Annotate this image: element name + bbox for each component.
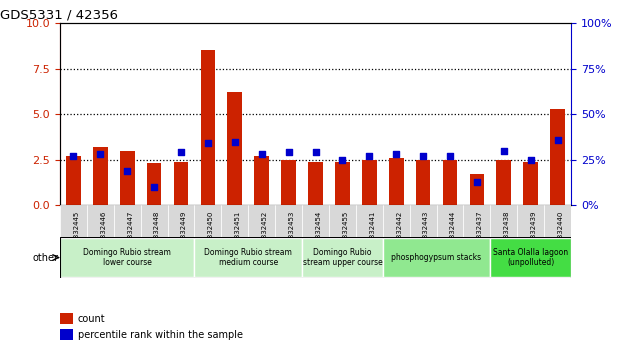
Bar [523,161,538,205]
Bar [93,147,108,205]
Bar [194,205,221,273]
Bar [194,238,302,278]
Bar [302,205,329,273]
Bar [254,156,269,205]
Point [203,141,213,146]
Bar [168,205,194,273]
Point [364,153,374,159]
Point [418,153,428,159]
Bar [383,205,410,273]
Bar [221,205,248,273]
Point [472,179,482,184]
Bar [550,109,565,205]
Bar [66,156,81,205]
Text: GSM832438: GSM832438 [504,211,510,253]
Text: GSM832439: GSM832439 [531,211,537,253]
Text: GSM832454: GSM832454 [316,211,322,253]
Text: Domingo Rubio
stream upper course: Domingo Rubio stream upper course [302,248,382,267]
Text: GSM832448: GSM832448 [154,211,160,253]
Bar [329,205,356,273]
Text: other: other [33,252,59,263]
Point [176,150,186,155]
Bar [201,50,215,205]
Text: GSM832444: GSM832444 [450,211,456,253]
Bar [410,205,437,273]
Text: phosphogypsum stacks: phosphogypsum stacks [391,253,481,262]
Bar [362,160,377,205]
Bar [463,205,490,273]
Text: GSM832437: GSM832437 [477,211,483,253]
Bar [141,205,168,273]
Bar [114,205,141,273]
Text: GDS5331 / 42356: GDS5331 / 42356 [0,9,118,22]
Bar [469,174,485,205]
Point [68,153,78,159]
Bar [174,161,189,205]
Text: GSM832443: GSM832443 [423,211,429,253]
Bar [389,158,404,205]
Bar [275,205,302,273]
Bar [356,205,383,273]
Bar [490,238,571,278]
Bar [60,329,73,340]
Text: GSM832451: GSM832451 [235,211,241,253]
Text: GSM832449: GSM832449 [181,211,187,253]
Bar [60,205,87,273]
Bar [302,238,383,278]
Bar [281,160,296,205]
Bar [442,160,457,205]
Bar [60,238,194,278]
Bar [490,205,517,273]
Bar [248,205,275,273]
Bar [60,313,73,324]
Text: GSM832447: GSM832447 [127,211,133,253]
Text: GSM832445: GSM832445 [73,211,80,253]
Text: GSM832446: GSM832446 [100,211,106,253]
Point [338,157,348,162]
Bar [383,238,490,278]
Point [526,157,536,162]
Point [498,148,509,154]
Point [95,152,105,157]
Bar [437,205,463,273]
Text: GSM832440: GSM832440 [558,211,563,253]
Text: percentile rank within the sample: percentile rank within the sample [78,330,243,339]
Point [445,153,455,159]
Text: Santa Olalla lagoon
(unpolluted): Santa Olalla lagoon (unpolluted) [493,248,569,267]
Point [310,150,321,155]
Text: GSM832450: GSM832450 [208,211,214,253]
Point [230,139,240,144]
Point [257,152,267,157]
Text: GSM832442: GSM832442 [396,211,402,253]
Text: GSM832453: GSM832453 [288,211,295,253]
Text: count: count [78,314,105,324]
Text: GSM832452: GSM832452 [262,211,268,253]
Point [391,152,401,157]
Text: GSM832441: GSM832441 [369,211,375,253]
Bar [308,161,323,205]
Bar [497,160,511,205]
Point [283,150,293,155]
Bar [227,92,242,205]
Bar [544,205,571,273]
Point [149,184,159,190]
Bar [87,205,114,273]
Point [122,168,133,173]
Text: Domingo Rubio stream
medium course: Domingo Rubio stream medium course [204,248,292,267]
Point [553,137,563,143]
Bar [416,160,430,205]
Bar [335,161,350,205]
Bar [120,151,134,205]
Bar [517,205,544,273]
Bar [146,164,162,205]
Text: Domingo Rubio stream
lower course: Domingo Rubio stream lower course [83,248,171,267]
Text: GSM832455: GSM832455 [343,211,348,253]
